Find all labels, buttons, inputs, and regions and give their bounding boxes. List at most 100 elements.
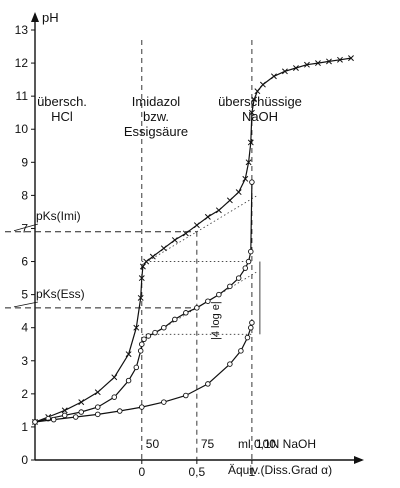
x-axis-label: Äquiv.(Diss.Grad α) — [228, 463, 332, 477]
region-label-line: NaOH — [242, 109, 278, 124]
data-point-circle — [139, 404, 145, 410]
data-point-circle — [78, 409, 84, 415]
data-point-cross — [303, 61, 310, 68]
data-point-cross — [133, 324, 140, 331]
data-point-circle — [238, 348, 244, 354]
data-point-circle — [139, 341, 145, 347]
data-point-cross — [78, 399, 85, 406]
data-point-cross — [337, 56, 343, 63]
data-point-circle — [183, 310, 189, 316]
ml-tick-label: 75 — [201, 437, 215, 451]
data-point-circle — [194, 305, 200, 311]
data-point-circle — [183, 392, 189, 399]
log-bracket-label: |4 log e| — [210, 301, 222, 340]
data-point-cross — [171, 237, 178, 243]
data-point-cross — [138, 275, 145, 282]
data-point-circle — [161, 399, 167, 405]
x-tick-label: 0,5 — [189, 465, 206, 479]
data-point-cross — [226, 197, 233, 204]
region-label-line: bzw. — [143, 109, 169, 124]
chart-labels: pH Äquiv.(Diss.Grad α) ml 0,1N NaOH pKs(… — [36, 10, 332, 477]
data-point-cross — [235, 189, 242, 196]
y-tick-label: 10 — [15, 122, 29, 136]
data-point-circle — [137, 348, 144, 354]
titration-curve-1 — [34, 57, 352, 423]
pks-imi-label: pKs(Imi) — [36, 209, 81, 223]
y-axis-arrow — [31, 12, 39, 22]
y-tick-label: 7 — [21, 221, 28, 235]
data-point-circle — [216, 291, 222, 298]
data-point-circle — [249, 179, 255, 185]
data-point-circle — [244, 334, 251, 341]
region-label-line: Imidazol — [132, 94, 181, 109]
y-tick-label: 4 — [21, 321, 28, 335]
data-point-circle — [248, 324, 254, 331]
data-point-cross — [139, 263, 146, 270]
x-tick-label: 1 — [249, 465, 256, 479]
y-tick-label: 8 — [21, 188, 28, 202]
titration-curves — [32, 55, 354, 425]
y-tick-label: 0 — [21, 453, 28, 467]
data-point-circle — [235, 275, 242, 281]
data-point-cross — [348, 55, 354, 62]
data-point-circle — [111, 394, 118, 400]
y-tick-label: 6 — [21, 255, 28, 269]
data-point-circle — [61, 412, 68, 419]
data-point-circle — [125, 377, 132, 384]
data-point-cross — [251, 96, 258, 103]
data-point-cross — [326, 58, 332, 65]
y-tick-label: 1 — [21, 420, 28, 434]
data-point-cross — [292, 65, 299, 71]
data-point-cross — [61, 407, 68, 414]
ml-tick-label: 50 — [146, 437, 160, 451]
pks-ess-label: pKs(Ess) — [36, 287, 85, 301]
data-point-cross — [193, 222, 200, 229]
data-point-cross — [182, 230, 189, 237]
data-point-cross — [204, 213, 211, 220]
y-axis-label: pH — [42, 10, 59, 25]
data-point-circle — [205, 298, 211, 304]
data-point-circle — [32, 419, 38, 425]
data-point-circle — [242, 265, 249, 271]
data-point-circle — [141, 336, 147, 343]
region-label-line: HCl — [51, 109, 73, 124]
tangent-ess — [141, 271, 258, 342]
data-point-circle — [152, 329, 158, 336]
x-tick-label: 0 — [138, 465, 145, 479]
pks-ess-pointer — [13, 301, 39, 308]
data-point-cross — [245, 159, 252, 166]
data-point-cross — [242, 175, 249, 182]
ml-label: ml 0,1N NaOH — [238, 437, 316, 451]
region-label-line: überschüssige — [218, 94, 302, 109]
data-point-circle — [249, 319, 255, 326]
y-tick-label: 5 — [21, 288, 28, 302]
data-point-circle — [145, 333, 152, 339]
data-point-circle — [133, 364, 140, 371]
data-point-circle — [50, 416, 57, 423]
data-point-cross — [281, 68, 288, 75]
pks-imi-pointer — [13, 223, 39, 232]
data-point-circle — [245, 258, 252, 265]
ml-tick-label: 100 — [256, 437, 276, 451]
data-point-cross — [254, 88, 261, 95]
x-axis-arrow — [354, 456, 364, 464]
tangent-imi — [141, 195, 258, 266]
data-point-cross — [137, 294, 144, 301]
data-point-circle — [161, 324, 167, 331]
data-point-cross — [143, 258, 150, 265]
data-point-cross — [149, 253, 156, 260]
y-tick-label: 12 — [15, 56, 29, 70]
data-point-circle — [72, 414, 79, 420]
y-tick-label: 9 — [21, 155, 28, 169]
data-point-cross — [315, 60, 321, 67]
data-point-cross — [125, 351, 132, 358]
data-point-cross — [160, 245, 167, 252]
y-tick-label: 3 — [21, 354, 28, 368]
data-point-circle — [117, 408, 123, 414]
data-point-cross — [94, 389, 101, 396]
data-point-cross — [111, 374, 118, 381]
y-tick-label: 13 — [15, 23, 29, 37]
data-point-cross — [247, 139, 254, 146]
